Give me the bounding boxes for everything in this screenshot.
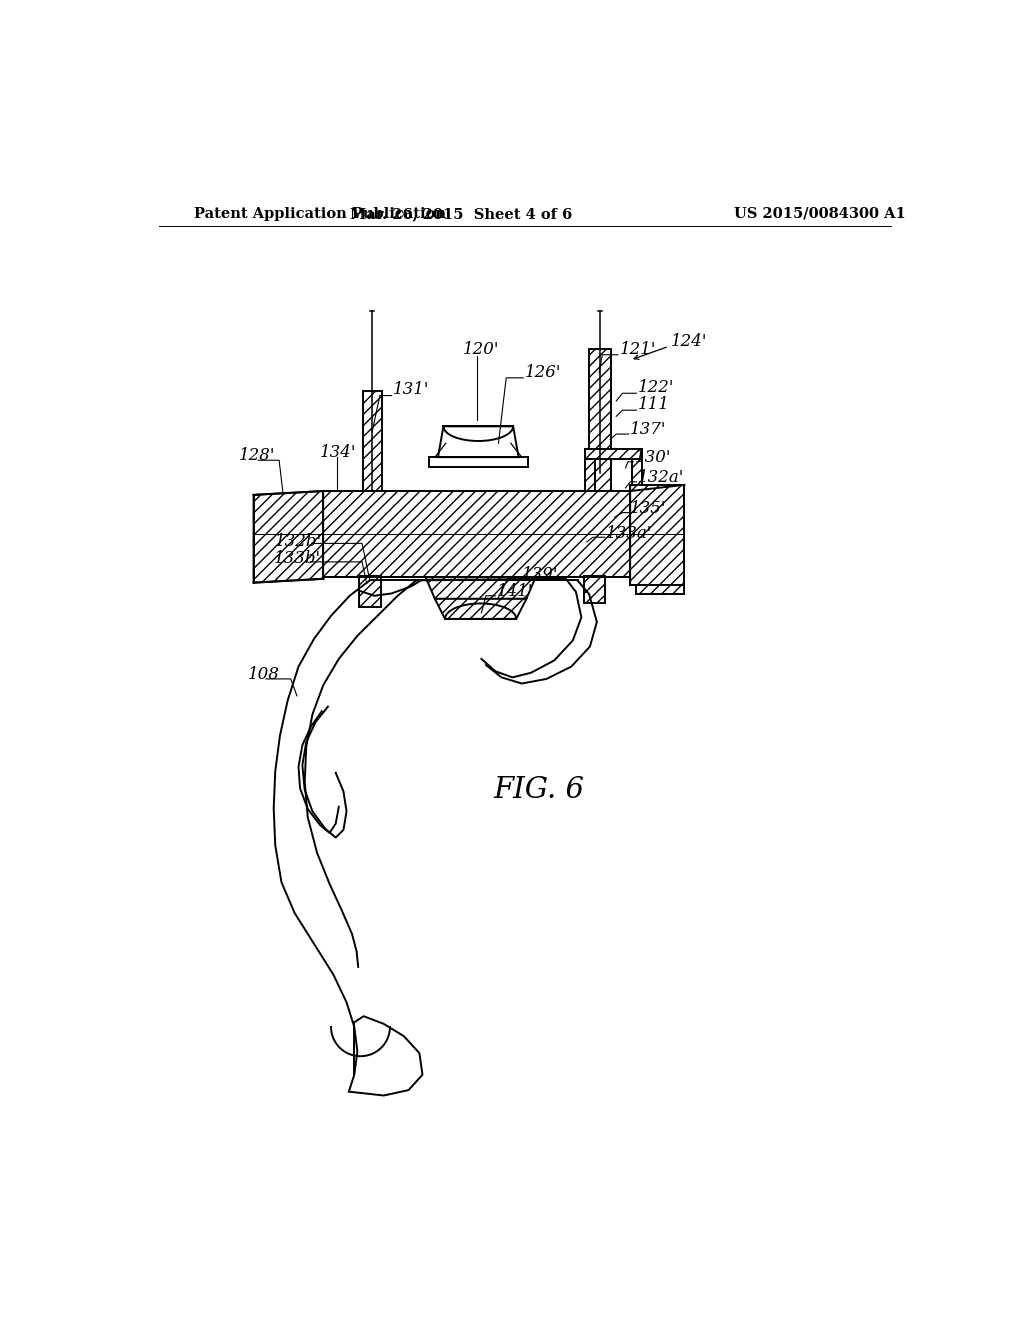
Text: 111: 111 xyxy=(638,396,670,413)
Text: 108: 108 xyxy=(248,665,280,682)
Polygon shape xyxy=(630,484,684,585)
Polygon shape xyxy=(426,577,536,599)
Text: Patent Application Publication: Patent Application Publication xyxy=(194,207,445,220)
Polygon shape xyxy=(254,491,324,582)
Polygon shape xyxy=(435,599,526,619)
Text: 124': 124' xyxy=(671,333,707,350)
Text: US 2015/0084300 A1: US 2015/0084300 A1 xyxy=(734,207,906,220)
Text: 133b': 133b' xyxy=(273,550,321,568)
Text: 133a': 133a' xyxy=(606,525,652,543)
Text: 122': 122' xyxy=(638,379,675,396)
Polygon shape xyxy=(589,350,611,499)
Polygon shape xyxy=(636,585,684,594)
Text: Mar. 26, 2015  Sheet 4 of 6: Mar. 26, 2015 Sheet 4 of 6 xyxy=(350,207,572,220)
Polygon shape xyxy=(359,576,381,607)
Text: 130': 130' xyxy=(635,449,672,466)
Polygon shape xyxy=(438,426,518,457)
Polygon shape xyxy=(586,449,642,459)
Polygon shape xyxy=(362,391,382,498)
Text: 131': 131' xyxy=(393,381,429,397)
Polygon shape xyxy=(584,576,605,603)
Polygon shape xyxy=(586,449,595,494)
Text: FIG. 6: FIG. 6 xyxy=(494,776,585,804)
Text: 120': 120' xyxy=(463,341,500,358)
Text: 134': 134' xyxy=(321,444,356,461)
Text: 126': 126' xyxy=(524,364,561,381)
Text: 132b': 132b' xyxy=(275,533,323,550)
Text: 121': 121' xyxy=(620,341,655,358)
Text: 132a': 132a' xyxy=(638,470,684,487)
Text: 141': 141' xyxy=(497,582,534,599)
Text: 139': 139' xyxy=(521,566,558,582)
Text: 135': 135' xyxy=(630,500,667,517)
Text: 137': 137' xyxy=(630,421,667,438)
Polygon shape xyxy=(324,491,630,577)
Polygon shape xyxy=(632,449,642,494)
Text: 128': 128' xyxy=(239,447,275,465)
